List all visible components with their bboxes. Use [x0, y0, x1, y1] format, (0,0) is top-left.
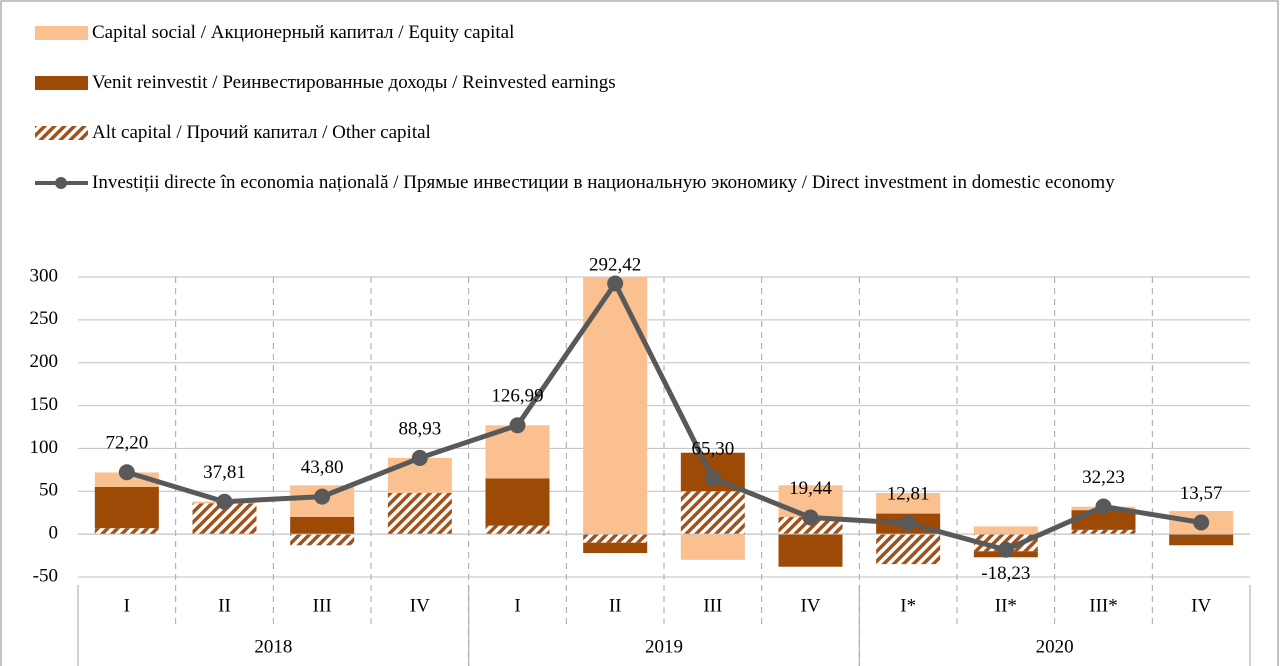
y-tick-label: -50 [33, 565, 58, 586]
x-tick-label: II [609, 595, 622, 616]
bar [876, 493, 941, 514]
legend-swatch [35, 76, 88, 90]
legend-marker [55, 177, 67, 189]
bar [387, 493, 452, 535]
data-label: 12,81 [887, 484, 930, 505]
bar [973, 526, 1038, 535]
y-tick-label: 150 [30, 394, 59, 415]
data-label: 72,20 [105, 433, 148, 454]
legend-label: Alt capital / Прочий капитал / Other cap… [92, 122, 431, 143]
y-tick-label: 250 [30, 308, 59, 329]
line [126, 278, 1202, 553]
bar [583, 542, 648, 553]
x-tick-label: III* [1089, 595, 1117, 616]
bar [583, 277, 648, 535]
x-tick-label: IV [1191, 595, 1211, 616]
bar [680, 534, 745, 560]
marker [118, 464, 135, 481]
x-tick-label: IV [800, 595, 820, 616]
y-tick-label: 300 [30, 265, 59, 286]
marker [411, 449, 428, 466]
x-tick-label: III [313, 595, 332, 616]
y-tick-label: 0 [49, 523, 59, 544]
legend-label: Investiții directe în economia națională… [92, 172, 1115, 193]
marker [1095, 498, 1112, 515]
bar [1169, 534, 1234, 546]
group-label: 2020 [1036, 636, 1074, 657]
data-label: 19,44 [789, 478, 832, 499]
data-label: 32,23 [1082, 467, 1125, 488]
bar [778, 517, 843, 535]
x-tick-label: I [514, 595, 520, 616]
data-label: 65,30 [691, 439, 734, 460]
legend-label: Capital social / Акционерный капитал / E… [92, 22, 515, 43]
bar [485, 525, 550, 535]
bar [583, 534, 648, 543]
data-label: 43,80 [301, 457, 344, 478]
data-label: -18,23 [981, 563, 1030, 584]
bar [778, 534, 843, 567]
marker [900, 515, 917, 532]
x-tick-label: I* [900, 595, 916, 616]
plot [94, 277, 1234, 567]
y-tick-label: 100 [30, 437, 59, 458]
marker [216, 493, 233, 510]
marker [997, 541, 1014, 558]
y-tick-label: 50 [39, 480, 58, 501]
data-label: 37,81 [203, 462, 246, 483]
bar [1071, 529, 1136, 535]
marker [802, 509, 819, 526]
bar [94, 487, 159, 529]
group-label: 2018 [254, 636, 292, 657]
bar [485, 478, 550, 526]
marker [314, 488, 331, 505]
x-tick-label: II [218, 595, 231, 616]
marker [1193, 514, 1210, 531]
data-label: 292,42 [589, 254, 641, 275]
x-tick-label: IV [410, 595, 430, 616]
legend-swatch [35, 26, 88, 40]
x-tick-label: II* [995, 595, 1017, 616]
group-label: 2019 [645, 636, 683, 657]
data-label: 126,99 [491, 386, 543, 407]
marker [607, 275, 624, 292]
legend-label: Venit reinvestit / Реинвестированные дох… [92, 72, 616, 93]
x-tick-label: III [703, 595, 722, 616]
x-tick-label: I [124, 595, 130, 616]
data-label: 88,93 [398, 418, 441, 439]
bar [290, 517, 355, 535]
bar [290, 534, 355, 546]
bar [680, 491, 745, 535]
legend-swatch [35, 126, 88, 140]
marker [509, 417, 526, 434]
data-label: 13,57 [1180, 483, 1223, 504]
marker [704, 470, 721, 487]
y-tick-label: 200 [30, 351, 59, 372]
bar [876, 534, 941, 565]
bar [94, 528, 159, 535]
